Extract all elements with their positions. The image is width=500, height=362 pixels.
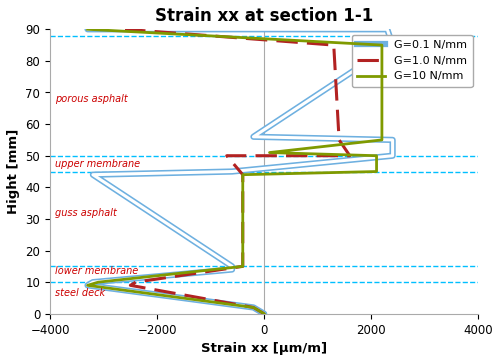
Title: Strain xx at section 1-1: Strain xx at section 1-1 bbox=[155, 7, 374, 25]
Text: guss asphalt: guss asphalt bbox=[56, 208, 118, 218]
Text: upper membrane: upper membrane bbox=[56, 159, 140, 169]
X-axis label: Strain xx [μm/m]: Strain xx [μm/m] bbox=[201, 342, 327, 355]
Text: porous asphalt: porous asphalt bbox=[56, 94, 128, 104]
Text: steel deck: steel deck bbox=[56, 288, 106, 298]
Y-axis label: Hight [mm]: Hight [mm] bbox=[7, 129, 20, 214]
Legend: G=0.1 N/mm, G=1.0 N/mm, G=10 N/mm: G=0.1 N/mm, G=1.0 N/mm, G=10 N/mm bbox=[352, 35, 472, 87]
Text: lower membrane: lower membrane bbox=[56, 266, 138, 276]
